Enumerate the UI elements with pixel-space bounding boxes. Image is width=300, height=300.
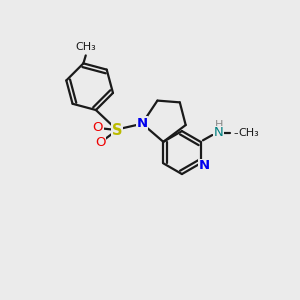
Text: —: — — [233, 128, 244, 138]
Text: S: S — [112, 122, 122, 137]
Text: CH₃: CH₃ — [75, 42, 96, 52]
Text: CH₃: CH₃ — [239, 128, 260, 138]
Text: N: N — [199, 159, 210, 172]
Text: N: N — [136, 117, 148, 130]
Text: O: O — [95, 136, 105, 149]
Text: H: H — [214, 120, 223, 130]
Text: N: N — [214, 127, 224, 140]
Text: O: O — [93, 121, 103, 134]
